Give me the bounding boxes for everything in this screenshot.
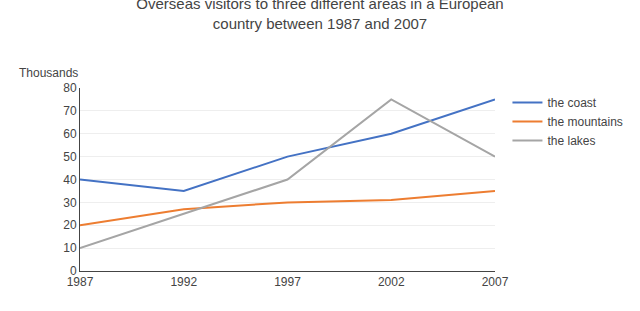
svg-text:1987: 1987 — [67, 275, 94, 289]
svg-text:Thousands: Thousands — [19, 66, 78, 80]
svg-text:2007: 2007 — [482, 275, 509, 289]
svg-text:the lakes: the lakes — [547, 134, 595, 148]
svg-text:the mountains: the mountains — [547, 115, 622, 129]
svg-text:20: 20 — [63, 218, 77, 232]
svg-text:Overseas visitors to three dif: Overseas visitors to three different are… — [136, 0, 503, 32]
svg-text:2002: 2002 — [378, 275, 405, 289]
svg-text:1992: 1992 — [170, 275, 197, 289]
svg-text:the coast: the coast — [547, 96, 596, 110]
svg-text:60: 60 — [63, 127, 77, 141]
svg-text:30: 30 — [63, 196, 77, 210]
svg-text:50: 50 — [63, 150, 77, 164]
svg-text:80: 80 — [63, 81, 77, 95]
svg-text:70: 70 — [63, 104, 77, 118]
svg-text:10: 10 — [63, 241, 77, 255]
svg-text:40: 40 — [63, 173, 77, 187]
svg-text:0: 0 — [70, 264, 77, 278]
svg-text:1997: 1997 — [274, 275, 301, 289]
